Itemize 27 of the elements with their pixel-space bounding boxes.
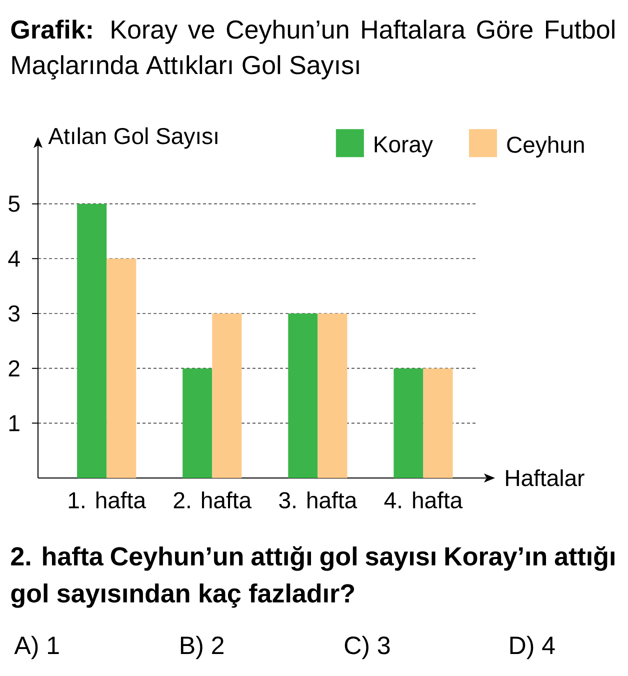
text: D) 4: [510, 636, 555, 660]
bar: [288, 313, 318, 478]
legend-label: Koray: [374, 136, 433, 158]
x-tick-label: 2. hafta: [174, 492, 252, 508]
x-tick-label: 4. hafta: [384, 492, 463, 508]
y-axis-title: Atılan Gol Sayısı: [48, 127, 218, 149]
bar: [212, 313, 242, 478]
bar: [318, 313, 348, 478]
text: 2. hafta Ceyhun’un attığı gol sayısı Koray’ın attığı gol sayısından kaç fazladır?: [11, 546, 614, 608]
bar: [77, 204, 107, 478]
y-tick-label: 3: [8, 305, 20, 322]
bar: [182, 368, 212, 478]
x-axis-title: Haftalar: [506, 469, 584, 486]
x-tick-label: 1. hafta: [68, 492, 146, 508]
bar: [394, 368, 424, 478]
y-tick-label: 1: [9, 415, 20, 432]
x-tick-label: 3. hafta: [279, 492, 358, 508]
y-tick-label: 4: [8, 250, 20, 267]
y-tick-label: 2: [8, 360, 20, 376]
y-tick-label: 5: [8, 196, 20, 212]
bar: [423, 368, 453, 478]
text: C) 3: [344, 636, 390, 660]
bar: [106, 258, 136, 478]
legend-label: Ceyhun: [507, 136, 584, 158]
chart-title: Grafik: Koray ve Ceyhun’un Haftalara Göre Futbol Maçlarında Attıkları Gol Sayısı: [11, 20, 614, 80]
text: B) 2: [180, 636, 224, 660]
text: A) 1: [14, 636, 59, 660]
